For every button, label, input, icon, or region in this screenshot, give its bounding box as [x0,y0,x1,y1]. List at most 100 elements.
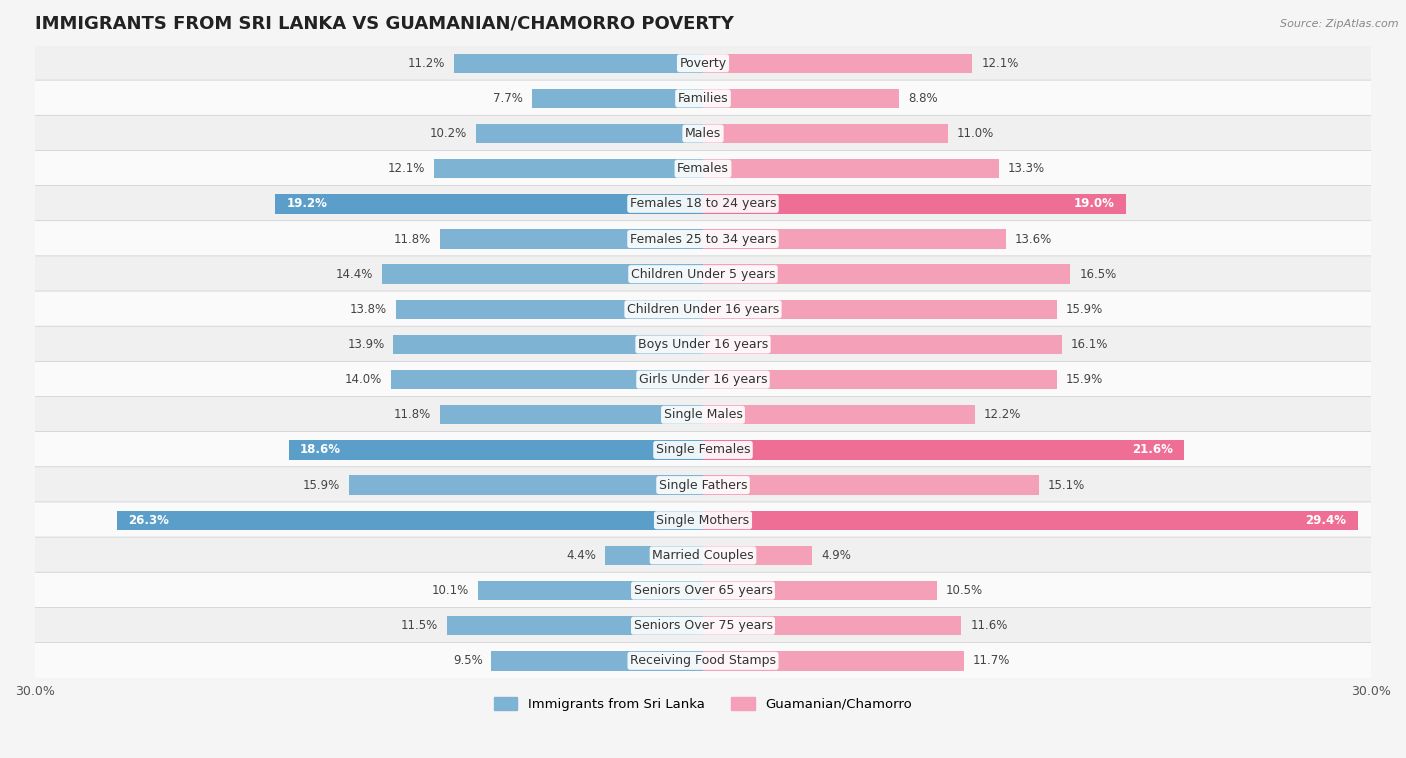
Text: Single Females: Single Females [655,443,751,456]
FancyBboxPatch shape [35,362,1371,398]
Text: 11.0%: 11.0% [957,127,994,140]
Bar [703,54,973,73]
Text: 18.6%: 18.6% [299,443,340,456]
Bar [478,581,703,600]
Text: 13.8%: 13.8% [350,302,387,316]
Bar [391,370,703,390]
Bar [703,370,1057,390]
Text: Receiving Food Stamps: Receiving Food Stamps [630,654,776,667]
Text: 13.3%: 13.3% [1008,162,1045,175]
Text: Families: Families [678,92,728,105]
FancyBboxPatch shape [35,537,1371,574]
Bar [447,616,703,635]
FancyBboxPatch shape [35,326,1371,363]
Text: Females 18 to 24 years: Females 18 to 24 years [630,197,776,211]
Bar [276,194,703,214]
Bar [703,159,1000,178]
FancyBboxPatch shape [35,150,1371,187]
Text: 29.4%: 29.4% [1306,514,1347,527]
Text: Females 25 to 34 years: Females 25 to 34 years [630,233,776,246]
Text: 11.6%: 11.6% [970,619,1008,632]
Bar [433,159,703,178]
Text: Poverty: Poverty [679,57,727,70]
Text: 14.0%: 14.0% [344,373,382,386]
Text: 13.6%: 13.6% [1015,233,1052,246]
Bar [395,299,703,319]
Text: 9.5%: 9.5% [453,654,482,667]
Bar [703,299,1057,319]
Text: 10.2%: 10.2% [430,127,467,140]
FancyBboxPatch shape [35,396,1371,433]
Text: Males: Males [685,127,721,140]
FancyBboxPatch shape [35,431,1371,468]
Bar [703,89,898,108]
Text: 4.9%: 4.9% [821,549,851,562]
Text: 15.9%: 15.9% [1066,302,1104,316]
Text: Married Couples: Married Couples [652,549,754,562]
Text: 21.6%: 21.6% [1132,443,1173,456]
Text: 26.3%: 26.3% [128,514,169,527]
Bar [394,335,703,354]
Bar [703,581,936,600]
Text: 12.2%: 12.2% [984,409,1021,421]
Text: IMMIGRANTS FROM SRI LANKA VS GUAMANIAN/CHAMORRO POVERTY: IMMIGRANTS FROM SRI LANKA VS GUAMANIAN/C… [35,15,734,33]
Text: 15.9%: 15.9% [1066,373,1104,386]
Text: 11.8%: 11.8% [394,233,432,246]
FancyBboxPatch shape [35,115,1371,152]
FancyBboxPatch shape [35,256,1371,293]
Text: Single Males: Single Males [664,409,742,421]
Bar [440,405,703,424]
FancyBboxPatch shape [35,572,1371,609]
Text: 12.1%: 12.1% [387,162,425,175]
FancyBboxPatch shape [35,186,1371,222]
Bar [703,335,1062,354]
Text: Source: ZipAtlas.com: Source: ZipAtlas.com [1281,19,1399,29]
Bar [703,194,1126,214]
Bar [531,89,703,108]
Text: Seniors Over 65 years: Seniors Over 65 years [634,584,772,597]
Text: 16.1%: 16.1% [1070,338,1108,351]
Text: 10.5%: 10.5% [946,584,983,597]
Text: Children Under 5 years: Children Under 5 years [631,268,775,280]
Bar [117,511,703,530]
Text: 4.4%: 4.4% [567,549,596,562]
Bar [703,616,962,635]
FancyBboxPatch shape [35,502,1371,538]
Bar [349,475,703,495]
Text: 19.2%: 19.2% [287,197,328,211]
Text: 15.1%: 15.1% [1047,478,1085,492]
Bar [703,546,813,565]
Bar [703,124,948,143]
Bar [382,265,703,283]
Text: 11.8%: 11.8% [394,409,432,421]
Text: 10.1%: 10.1% [432,584,470,597]
Text: 14.4%: 14.4% [336,268,374,280]
Bar [703,651,963,671]
Legend: Immigrants from Sri Lanka, Guamanian/Chamorro: Immigrants from Sri Lanka, Guamanian/Cha… [488,691,918,716]
Text: Children Under 16 years: Children Under 16 years [627,302,779,316]
FancyBboxPatch shape [35,607,1371,644]
Bar [703,440,1184,459]
FancyBboxPatch shape [35,643,1371,679]
Text: 8.8%: 8.8% [908,92,938,105]
Bar [288,440,703,459]
Text: Single Fathers: Single Fathers [659,478,747,492]
Bar [492,651,703,671]
Bar [475,124,703,143]
Text: 12.1%: 12.1% [981,57,1019,70]
Text: 13.9%: 13.9% [347,338,385,351]
FancyBboxPatch shape [35,467,1371,503]
Text: 11.7%: 11.7% [973,654,1010,667]
Text: Seniors Over 75 years: Seniors Over 75 years [634,619,772,632]
Text: Girls Under 16 years: Girls Under 16 years [638,373,768,386]
Bar [703,475,1039,495]
Bar [703,230,1005,249]
Text: Females: Females [678,162,728,175]
Bar [703,405,974,424]
Text: Single Mothers: Single Mothers [657,514,749,527]
Text: 11.5%: 11.5% [401,619,439,632]
FancyBboxPatch shape [35,291,1371,327]
Text: 15.9%: 15.9% [302,478,340,492]
FancyBboxPatch shape [35,45,1371,82]
Bar [703,265,1070,283]
